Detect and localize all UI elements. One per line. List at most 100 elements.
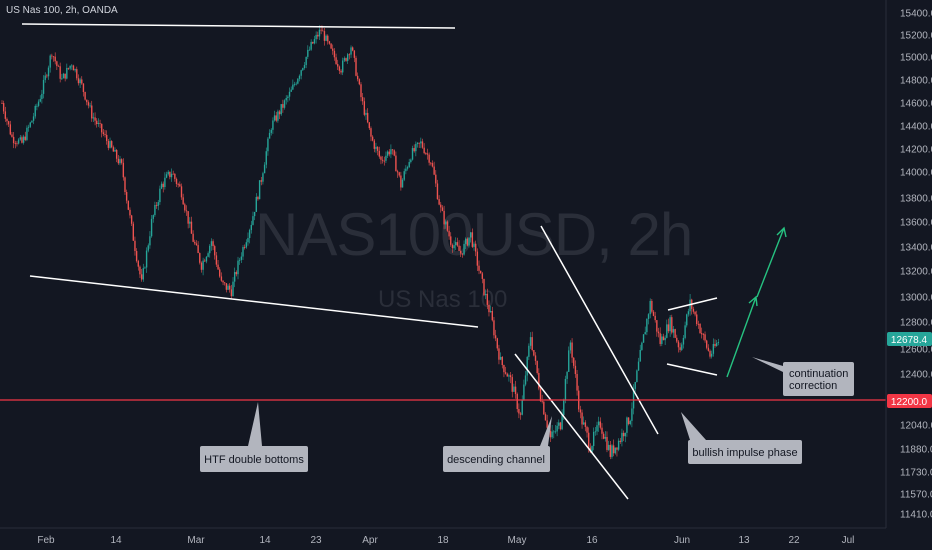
candle-body bbox=[169, 171, 171, 178]
candle-body bbox=[102, 132, 105, 135]
candle-body bbox=[717, 342, 720, 344]
candle-body bbox=[599, 421, 602, 428]
y-tick-label: 13200.0 bbox=[900, 267, 932, 278]
candle-body bbox=[197, 245, 199, 254]
top-resistance-line[interactable] bbox=[21, 23, 456, 29]
candle-body bbox=[371, 136, 374, 141]
candle-body bbox=[461, 253, 464, 255]
candle-body bbox=[616, 447, 618, 450]
y-tick-label: 13800.0 bbox=[900, 194, 932, 205]
x-tick-label: 18 bbox=[437, 535, 449, 546]
support-price-value: 12200.0 bbox=[891, 397, 928, 408]
x-axis[interactable]: Feb 14 Mar 14 23 Apr 18 May 16 Jun 13 22 Jul bbox=[37, 535, 854, 546]
candle-body bbox=[541, 401, 543, 402]
candle-body bbox=[503, 365, 505, 373]
candle-body bbox=[192, 233, 194, 242]
candle-body bbox=[639, 349, 641, 362]
candle-body bbox=[694, 311, 696, 315]
support-price-badge-bg bbox=[887, 394, 932, 408]
htf-support-trendline[interactable] bbox=[29, 275, 479, 328]
y-axis[interactable]: 15400.0 15200.0 15000.0 14800.0 14600.0 14400… bbox=[900, 9, 932, 521]
candle-body bbox=[219, 269, 221, 277]
candle-body bbox=[340, 70, 342, 73]
candle-body bbox=[451, 244, 454, 249]
candle-body bbox=[214, 246, 216, 256]
candle-body bbox=[59, 66, 61, 79]
candle-body bbox=[652, 311, 655, 316]
last-price-value: 12678.4 bbox=[891, 335, 928, 346]
flag-lower-line[interactable] bbox=[666, 363, 718, 376]
candle-body bbox=[519, 413, 522, 415]
annotation-label: bullish impulse phase bbox=[692, 447, 797, 459]
candle-body bbox=[356, 75, 359, 80]
candle-body bbox=[272, 120, 274, 130]
candle-body bbox=[581, 412, 583, 425]
candle-body bbox=[381, 159, 384, 161]
candle-body bbox=[144, 267, 146, 269]
candle-body bbox=[182, 197, 184, 205]
candle-body bbox=[420, 141, 422, 144]
annotation-continuation-correction[interactable]: continuation correction bbox=[752, 357, 854, 396]
candle-body bbox=[450, 236, 452, 245]
candle-body bbox=[332, 48, 334, 51]
channel-upper-line[interactable] bbox=[540, 225, 659, 435]
candle-body bbox=[360, 84, 362, 98]
candle-body bbox=[484, 293, 487, 296]
candle-body bbox=[127, 200, 130, 210]
candle-body bbox=[647, 314, 650, 320]
candle-body bbox=[421, 141, 424, 148]
candle-body bbox=[109, 141, 111, 148]
candle-body bbox=[104, 134, 106, 135]
candle-body bbox=[99, 123, 101, 124]
callout-shape bbox=[752, 357, 854, 396]
candle-body bbox=[333, 50, 336, 58]
channel-lower-line[interactable] bbox=[514, 353, 629, 500]
candle-body bbox=[288, 91, 291, 97]
annotation-htf-double-bottoms[interactable]: HTF double bottoms bbox=[200, 402, 308, 472]
candle-body bbox=[400, 175, 402, 188]
candle-body bbox=[199, 253, 201, 263]
candle-body bbox=[277, 111, 279, 121]
candle-body bbox=[428, 154, 430, 163]
candle-body bbox=[310, 41, 312, 50]
candle-body bbox=[411, 148, 414, 160]
symbol-header[interactable]: US Nas 100, 2h, OANDA bbox=[6, 5, 118, 16]
candle-body bbox=[370, 128, 372, 137]
candle-body bbox=[391, 149, 394, 151]
candle-body bbox=[662, 336, 665, 341]
candle-body bbox=[375, 146, 377, 149]
candle-body bbox=[1, 103, 3, 104]
flag-upper-line[interactable] bbox=[667, 297, 718, 311]
candle-body bbox=[641, 342, 643, 350]
candle-body bbox=[440, 204, 442, 208]
candle-body bbox=[54, 56, 56, 62]
candle-body bbox=[303, 65, 306, 69]
annotation-bullish-impulse[interactable]: bullish impulse phase bbox=[681, 412, 802, 464]
candle-body bbox=[285, 98, 287, 101]
candle-body bbox=[672, 329, 675, 333]
candle-body bbox=[529, 337, 532, 346]
y-tick-label: 15400.0 bbox=[900, 9, 932, 20]
candle-body bbox=[243, 247, 246, 248]
candle-body bbox=[704, 334, 706, 341]
candle-body bbox=[460, 250, 462, 254]
candle-body bbox=[361, 97, 364, 102]
candle-body bbox=[265, 151, 267, 165]
candle-body bbox=[238, 259, 241, 261]
candle-body bbox=[563, 399, 565, 415]
candle-body bbox=[81, 79, 83, 84]
candle-body bbox=[383, 160, 385, 162]
annotation-label: HTF double bottoms bbox=[204, 454, 304, 466]
candle-body bbox=[441, 207, 444, 211]
candle-body bbox=[122, 162, 125, 178]
projection-leg-1 bbox=[726, 296, 757, 378]
candle-body bbox=[252, 216, 254, 225]
candle-body bbox=[338, 66, 341, 71]
candle-body bbox=[86, 99, 88, 103]
candle-body bbox=[21, 137, 23, 143]
candle-body bbox=[504, 372, 507, 374]
annotation-descending-channel[interactable]: descending channel bbox=[443, 416, 552, 472]
candle-body bbox=[253, 211, 256, 217]
